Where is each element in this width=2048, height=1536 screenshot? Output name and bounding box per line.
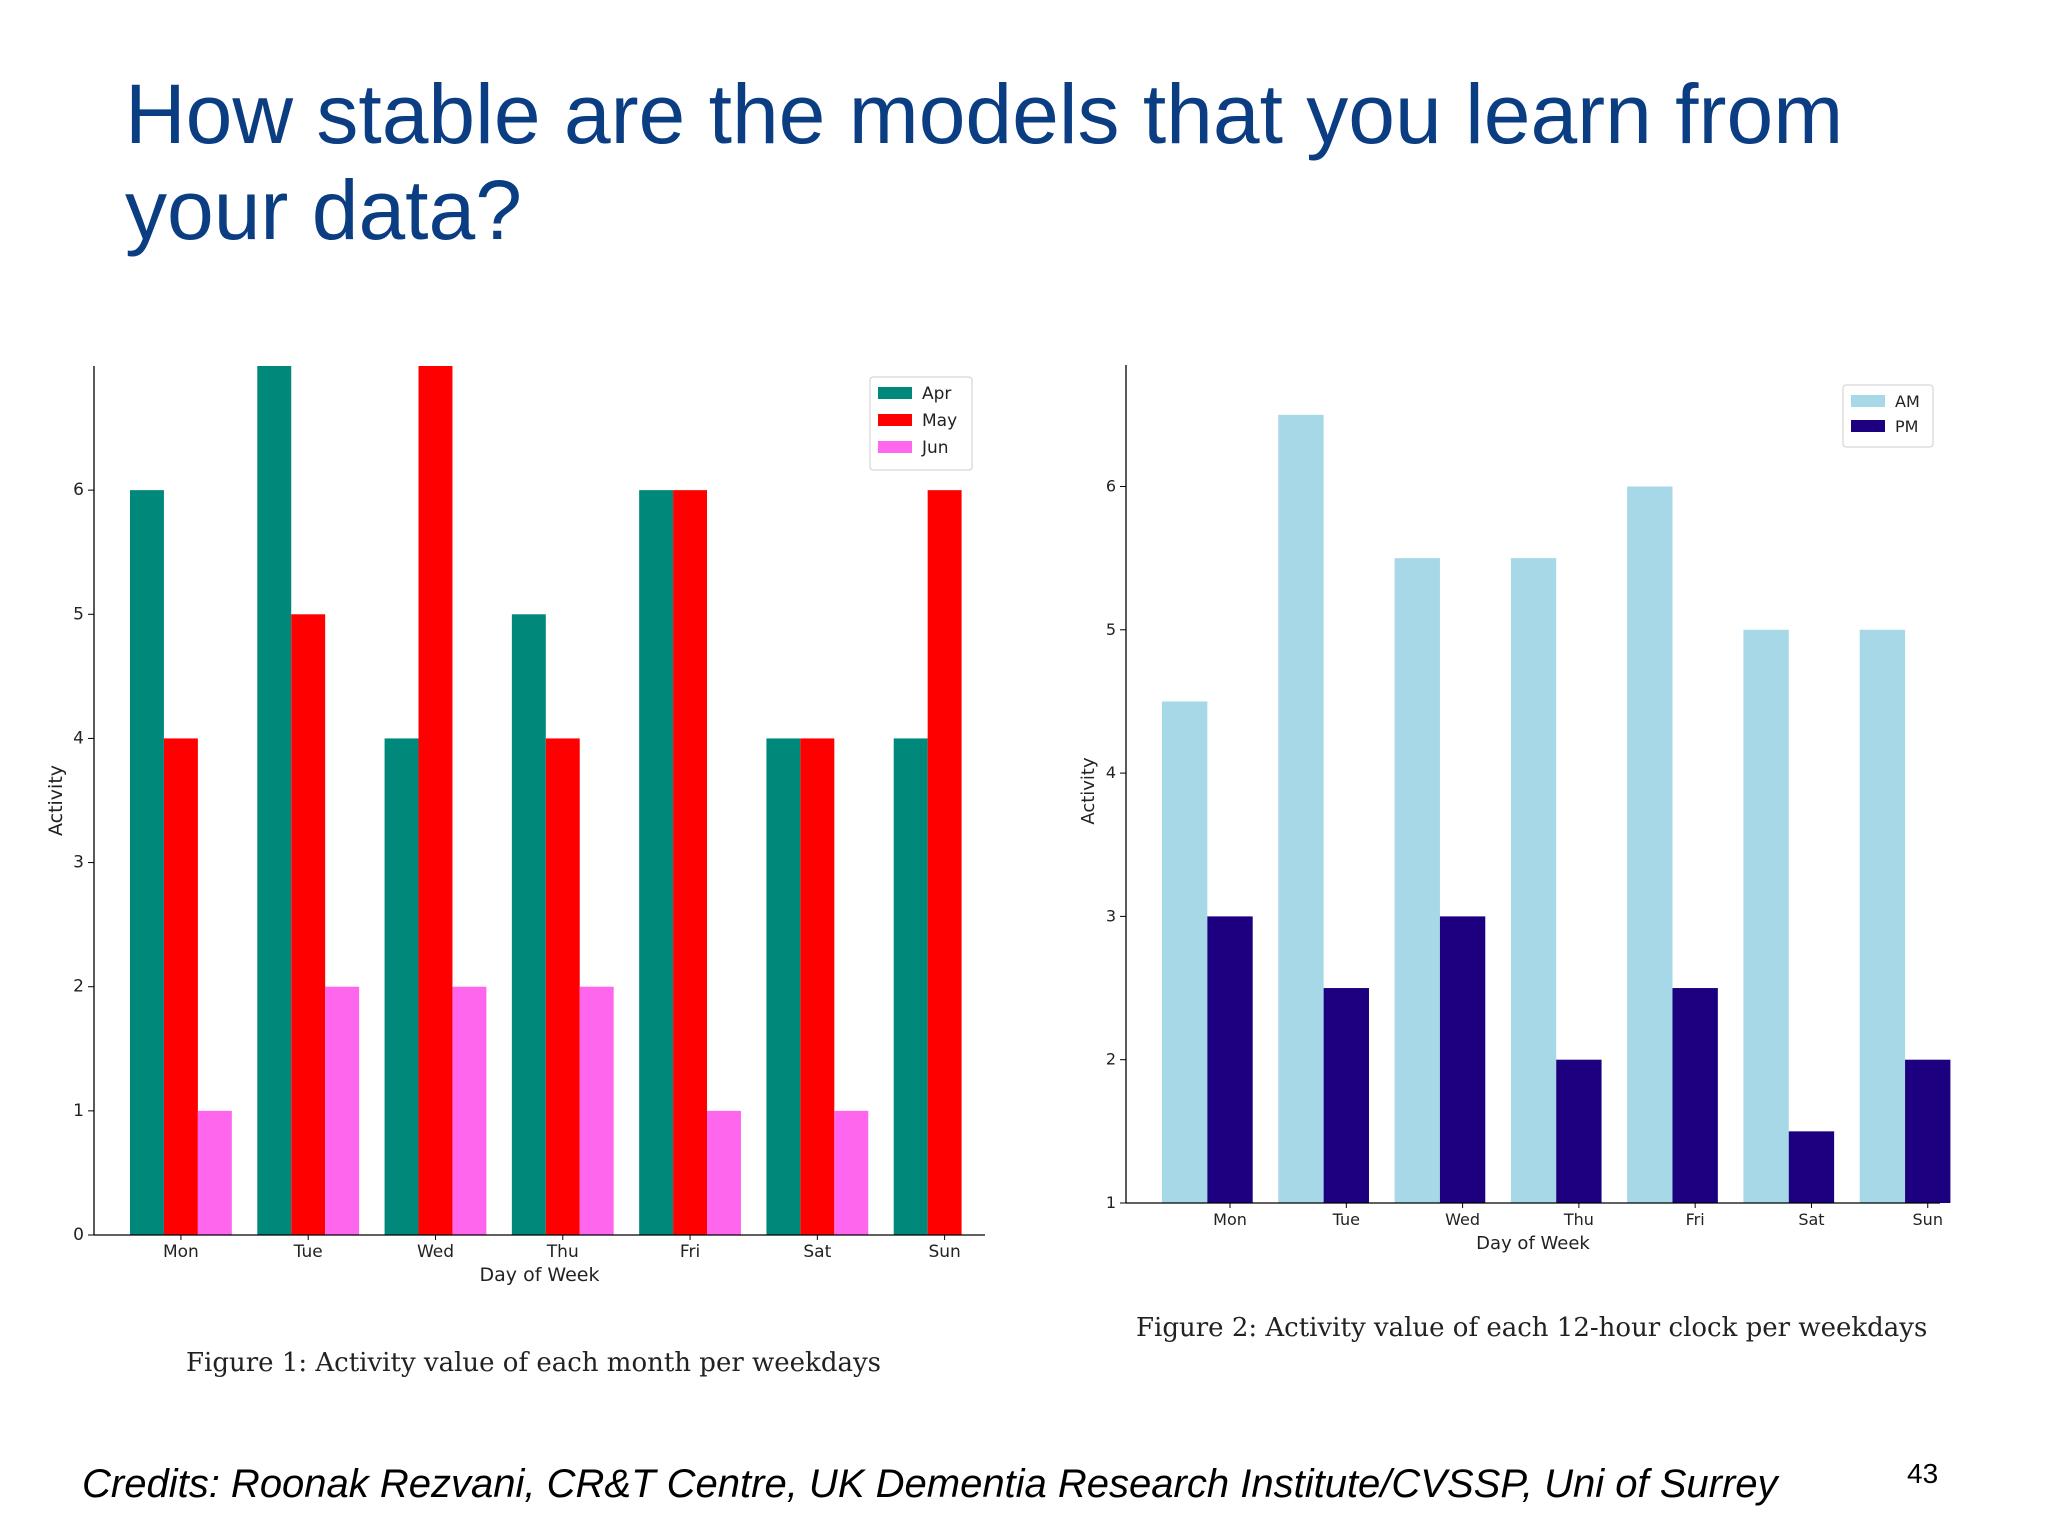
legend: Apr May Jun (869, 376, 973, 471)
x-tick-label: Fri (680, 1242, 700, 1262)
y-tick-label: 0 (73, 1225, 84, 1245)
y-tick-label: 2 (1106, 1050, 1116, 1069)
chart-activity-by-half-day: 1 2 3 4 5 6 Mon Tue Wed Thu Fri Sat Sun Day of Week Ac… (1078, 365, 1951, 1254)
bar-pm-wed (1439, 916, 1486, 1203)
bar-may-mon (163, 738, 198, 1235)
bar-am-wed (1394, 558, 1440, 1203)
page-number: 43 (1907, 1458, 1939, 1489)
figure-1-caption: Figure 1: Activity value of each month p… (186, 1348, 881, 1378)
x-axis-label: Day of Week (480, 1264, 600, 1285)
legend-swatch-may (878, 414, 912, 426)
y-tick-label: 4 (73, 728, 84, 748)
legend-swatch-apr (878, 387, 912, 399)
legend-label-pm: PM (1895, 417, 1918, 436)
bar-jun-tue (325, 986, 360, 1235)
bar-am-sat (1743, 629, 1789, 1203)
bar-apr-sun (893, 738, 928, 1235)
x-axis-label: Day of Week (1476, 1233, 1590, 1254)
bar-apr-mon (130, 490, 164, 1236)
bar-apr-tue (257, 366, 292, 1235)
legend-swatch-am (1851, 395, 1885, 407)
legend-label-apr: Apr (922, 384, 951, 404)
legend-swatch-jun (878, 441, 912, 453)
legend: AM PM (1842, 384, 1934, 448)
bar-am-fri (1627, 486, 1673, 1203)
legend-label-may: May (922, 411, 957, 431)
bar-am-mon (1162, 701, 1208, 1203)
x-tick-label: Tue (293, 1242, 323, 1262)
y-tick-label: 1 (73, 1101, 84, 1121)
x-tick-label: Thu (546, 1242, 579, 1262)
x-tick-label: Sun (928, 1242, 960, 1262)
x-tick-label: Mon (163, 1242, 199, 1262)
y-tick-label: 2 (73, 977, 84, 997)
y-tick-label: 5 (73, 604, 84, 624)
bar-apr-sat (766, 738, 801, 1235)
figure-2-caption: Figure 2: Activity value of each 12-hour… (1136, 1313, 1928, 1343)
chart-activity-by-month: 0 1 2 3 4 5 6 Mon Tue Wed Thu Fri Sat Sun Day of Week A… (45, 366, 985, 1285)
bar-am-sun (1859, 629, 1906, 1203)
bar-jun-sat (834, 1110, 869, 1235)
bar-apr-wed (384, 738, 419, 1235)
y-tick-label: 5 (1106, 620, 1116, 639)
bar-may-sat (800, 738, 835, 1235)
x-tick-label: Mon (1213, 1210, 1247, 1229)
x-tick-label: Sat (803, 1242, 831, 1262)
y-tick-label: 3 (1106, 906, 1116, 925)
bar-pm-mon (1207, 916, 1253, 1203)
x-tick-label: Tue (1332, 1210, 1360, 1229)
bar-pm-sun (1905, 1059, 1951, 1203)
legend-label-am: AM (1895, 392, 1920, 411)
bar-may-tue (291, 614, 326, 1235)
bar-jun-thu (579, 986, 614, 1235)
y-axis-label: Activity (1078, 757, 1099, 825)
y-tick-label: 3 (73, 853, 84, 873)
x-tick-label: Sun (1913, 1210, 1943, 1229)
legend-swatch-pm (1851, 420, 1885, 432)
legend-label-jun: Jun (921, 438, 949, 458)
y-tick-label: 6 (1106, 476, 1116, 495)
x-tick-label: Sat (1798, 1210, 1824, 1229)
bar-am-thu (1510, 558, 1557, 1203)
bar-may-thu (545, 738, 580, 1235)
y-tick-label: 4 (1106, 763, 1116, 782)
bar-apr-thu (511, 614, 546, 1235)
bar-jun-fri (707, 1110, 741, 1235)
bar-jun-mon (197, 1110, 232, 1235)
y-axis-label: Activity (45, 765, 67, 836)
x-tick-label: Wed (417, 1242, 454, 1262)
slide-title: How stable are the models that you learn… (125, 67, 1844, 257)
x-tick-label: Wed (1445, 1210, 1480, 1229)
y-tick-label: 6 (73, 480, 84, 500)
bar-pm-tue (1323, 988, 1369, 1203)
bar-apr-fri (639, 490, 674, 1236)
bar-jun-wed (452, 986, 487, 1235)
bar-pm-sat (1788, 1131, 1835, 1203)
x-tick-label: Fri (1686, 1210, 1705, 1229)
y-tick-label: 1 (1106, 1193, 1116, 1212)
bar-may-wed (418, 366, 453, 1235)
bar-may-fri (673, 490, 708, 1236)
bar-may-sun (927, 490, 962, 1236)
bar-pm-fri (1672, 988, 1718, 1203)
bar-am-tue (1278, 414, 1324, 1204)
credits-text: Credits: Roonak Rezvani, CR&T Centre, UK… (82, 1462, 1778, 1506)
bar-pm-thu (1556, 1059, 1602, 1203)
x-tick-label: Thu (1563, 1210, 1594, 1229)
